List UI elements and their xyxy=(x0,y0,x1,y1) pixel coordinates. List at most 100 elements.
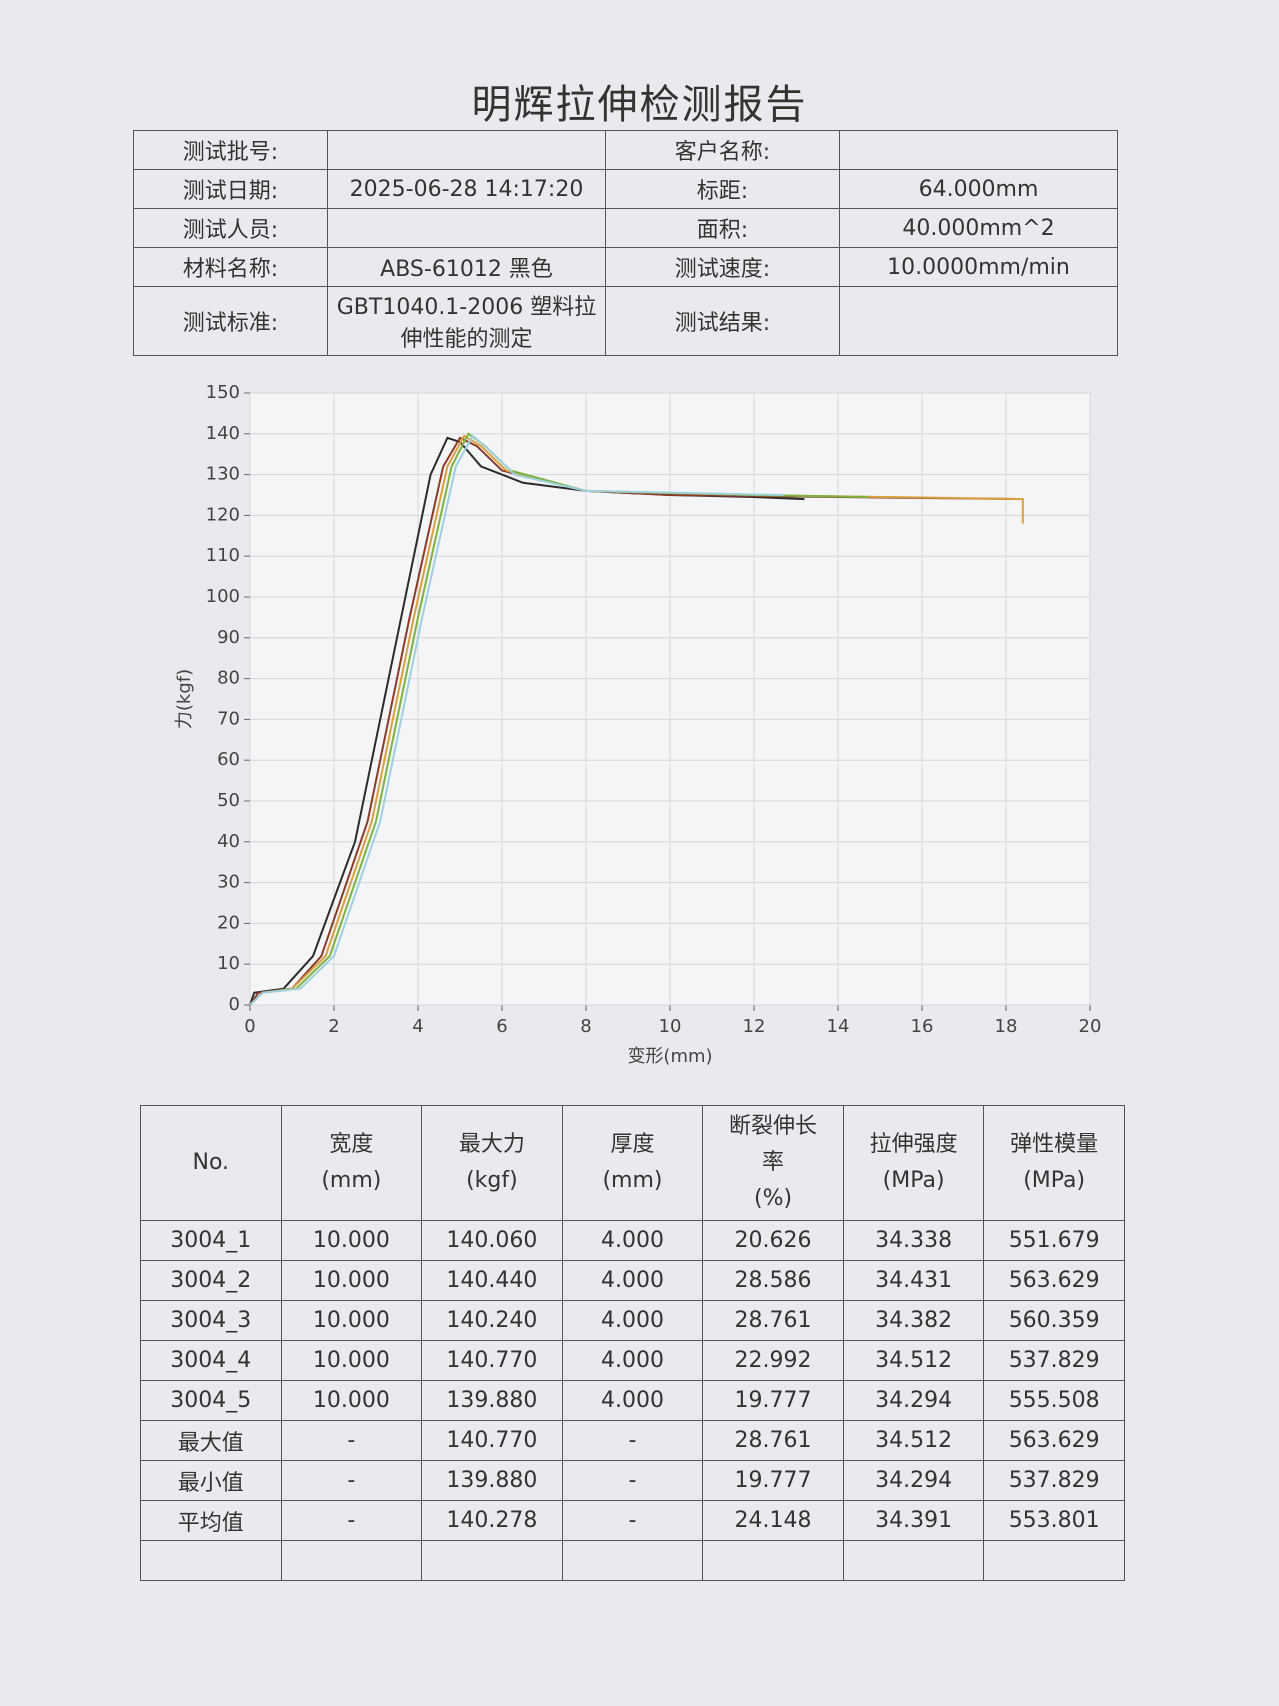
info-value: 64.000mm xyxy=(839,169,1118,209)
y-tick-label: 0 xyxy=(229,994,240,1015)
y-tick-label: 10 xyxy=(217,953,240,974)
header-line: (MPa) xyxy=(1023,1168,1086,1193)
data-row: 最小值 -139.880-19.777 34.294 537.829 xyxy=(140,1460,1125,1501)
column-header: 弹性模量 (MPa) xyxy=(983,1105,1125,1221)
cell: 3004_1 xyxy=(140,1220,282,1261)
x-tick-label: 16 xyxy=(911,1016,934,1037)
y-tick-label: 130 xyxy=(206,464,240,485)
info-row: 材料名称: ABS-61012 黑色 测试速度: 10.0000mm/min xyxy=(133,247,1118,287)
cell: 34.512 xyxy=(842,1340,985,1381)
column-header: 厚度 (mm) xyxy=(561,1105,704,1221)
data-row: 平均值 -140.278-24.148 34.391 553.801 xyxy=(140,1500,1125,1541)
x-tick-label: 6 xyxy=(496,1016,507,1037)
cell: 140.770 xyxy=(421,1420,563,1461)
header-line: (%) xyxy=(753,1186,793,1211)
header-line: No. xyxy=(192,1150,230,1175)
x-tick-label: 8 xyxy=(580,1016,591,1037)
data-row: 3004_4 10.000 140.770 4.000 22.992 34.512 537.… xyxy=(140,1340,1125,1381)
cell: 139.880 xyxy=(421,1460,563,1501)
cell: 563.629 xyxy=(983,1420,1125,1461)
header-line: 率 xyxy=(762,1150,785,1175)
data-row: 3004_1 10.000 140.060 4.000 20.626 34.338 551.… xyxy=(140,1220,1125,1261)
cell: 140.240 xyxy=(421,1300,563,1341)
empty-row xyxy=(140,1540,1125,1581)
info-label: 标距: xyxy=(605,169,840,209)
y-tick-label: 20 xyxy=(217,912,240,933)
cell: - xyxy=(561,1460,704,1501)
info-row: 测试日期: 2025-06-28 14:17:20 标距: 64.000mm xyxy=(133,169,1118,209)
y-tick-label: 100 xyxy=(206,586,240,607)
y-tick-label: 120 xyxy=(206,504,240,525)
cell: 140.770 xyxy=(421,1340,563,1381)
cell: 34.294 xyxy=(842,1380,985,1421)
y-tick-label: 70 xyxy=(217,708,240,729)
cell: - xyxy=(561,1420,704,1461)
cell: 4.000 xyxy=(561,1220,704,1261)
x-tick-label: 18 xyxy=(995,1016,1018,1037)
info-value: 2025-06-28 14:17:20 xyxy=(327,169,606,209)
info-label: 材料名称: xyxy=(133,247,328,287)
y-tick-label: 110 xyxy=(206,545,240,566)
x-tick-label: 10 xyxy=(659,1016,682,1037)
cell: 28.761 xyxy=(702,1420,844,1461)
info-value: 40.000mm^2 xyxy=(839,208,1118,248)
info-label: 测试结果: xyxy=(605,286,840,356)
cell xyxy=(983,1540,1125,1581)
cell: 最小值 xyxy=(140,1460,282,1501)
y-tick-label: 80 xyxy=(217,668,240,689)
info-label: 测试日期: xyxy=(133,169,328,209)
y-tick-label: 60 xyxy=(217,749,240,770)
x-tick-label: 14 xyxy=(827,1016,850,1037)
data-row: 最大值 -140.770-28.761 34.512 563.629 xyxy=(140,1420,1125,1461)
x-tick-label: 20 xyxy=(1079,1016,1102,1037)
cell: 28.586 xyxy=(702,1260,844,1301)
header-line: (mm) xyxy=(321,1168,382,1193)
cell: 555.508 xyxy=(983,1380,1125,1421)
cell: 3004_4 xyxy=(140,1340,282,1381)
cell: 19.777 xyxy=(702,1460,844,1501)
cell: 4.000 xyxy=(561,1300,704,1341)
cell: 34.338 xyxy=(842,1220,985,1261)
cell: 537.829 xyxy=(983,1340,1125,1381)
cell xyxy=(702,1540,844,1581)
cell: 10.000 xyxy=(280,1300,423,1341)
cell: 553.801 xyxy=(983,1500,1125,1541)
cell: 4.000 xyxy=(561,1260,704,1301)
cell: 34.391 xyxy=(842,1500,985,1541)
info-label: 测试批号: xyxy=(133,130,328,170)
info-value xyxy=(839,286,1118,356)
cell: 34.512 xyxy=(842,1420,985,1461)
info-row: 测试标准: GBT1040.1-2006 塑料拉伸性能的测定 测试结果: xyxy=(133,286,1118,356)
y-tick-label: 30 xyxy=(217,872,240,893)
header-line: 弹性模量 xyxy=(1010,1132,1099,1157)
cell: 3004_5 xyxy=(140,1380,282,1421)
cell: - xyxy=(280,1460,423,1501)
cell: 560.359 xyxy=(983,1300,1125,1341)
cell: 4.000 xyxy=(561,1380,704,1421)
header-line: 最大力 xyxy=(458,1132,525,1157)
header-row: No. 宽度 (mm) 最大力 (kgf) 厚度 (mm) 断裂伸长率 (%) 拉伸强度 (MPa)… xyxy=(140,1105,1125,1221)
x-tick-label: 0 xyxy=(244,1016,255,1037)
info-value: ABS-61012 黑色 xyxy=(327,247,606,287)
info-label: 测试人员: xyxy=(133,208,328,248)
y-tick-label: 40 xyxy=(217,831,240,852)
cell: 140.278 xyxy=(421,1500,563,1541)
cell: 最大值 xyxy=(140,1420,282,1461)
header-line: (MPa) xyxy=(882,1168,945,1193)
info-label: 测试标准: xyxy=(133,286,328,356)
cell: 551.679 xyxy=(983,1220,1125,1261)
header-line: 厚度 xyxy=(610,1132,655,1157)
cell: 140.440 xyxy=(421,1260,563,1301)
data-line xyxy=(249,434,784,1006)
cell: 10.000 xyxy=(280,1340,423,1381)
y-axis-label: 力(kgf) xyxy=(174,669,195,729)
y-tick-label: 140 xyxy=(206,423,240,444)
cell: 24.148 xyxy=(702,1500,844,1541)
y-tick-label: 50 xyxy=(217,790,240,811)
cell xyxy=(561,1540,704,1581)
data-row: 3004_5 10.000 139.880 4.000 19.777 34.294 555.… xyxy=(140,1380,1125,1421)
cell: 10.000 xyxy=(280,1220,423,1261)
column-header: 最大力 (kgf) xyxy=(421,1105,563,1221)
data-row: 3004_2 10.000 140.440 4.000 28.586 34.431 563.… xyxy=(140,1260,1125,1301)
